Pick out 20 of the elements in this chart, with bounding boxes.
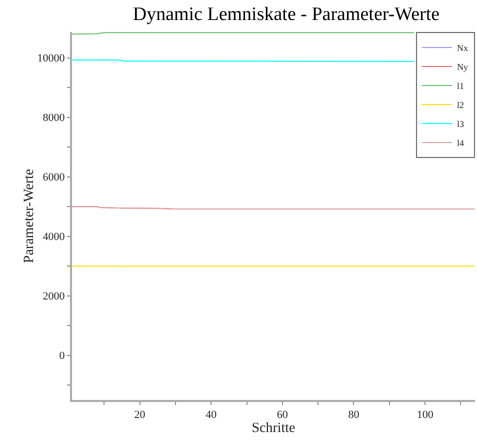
y-tick-label: 6000: [42, 172, 66, 184]
x-tick-label: 60: [276, 409, 288, 422]
y-tick-label: 2000: [42, 290, 66, 303]
y-tick-label: 8000: [42, 112, 66, 124]
y-tick-label: 4000: [42, 231, 66, 244]
chart-title: Dynamic Lemniskate - Parameter-Werte: [132, 4, 440, 25]
x-tick-label: 100: [416, 409, 434, 422]
x-tick-label: 20: [134, 409, 146, 422]
x-axis-title: Schritte: [252, 421, 296, 436]
legend-label: Nx: [457, 43, 468, 54]
legend-label: l1: [457, 81, 464, 92]
legend-label: l2: [457, 100, 464, 110]
x-tick-label: 40: [206, 409, 218, 422]
y-axis-title: Parameter-Werte: [22, 168, 37, 264]
legend-label: l4: [457, 138, 464, 148]
y-tick-label: 0: [59, 350, 66, 362]
legend-label: Ny: [457, 62, 468, 72]
legend-label: l3: [457, 119, 464, 130]
x-tick-label: 80: [348, 409, 360, 422]
y-tick-label: 10000: [37, 52, 66, 65]
